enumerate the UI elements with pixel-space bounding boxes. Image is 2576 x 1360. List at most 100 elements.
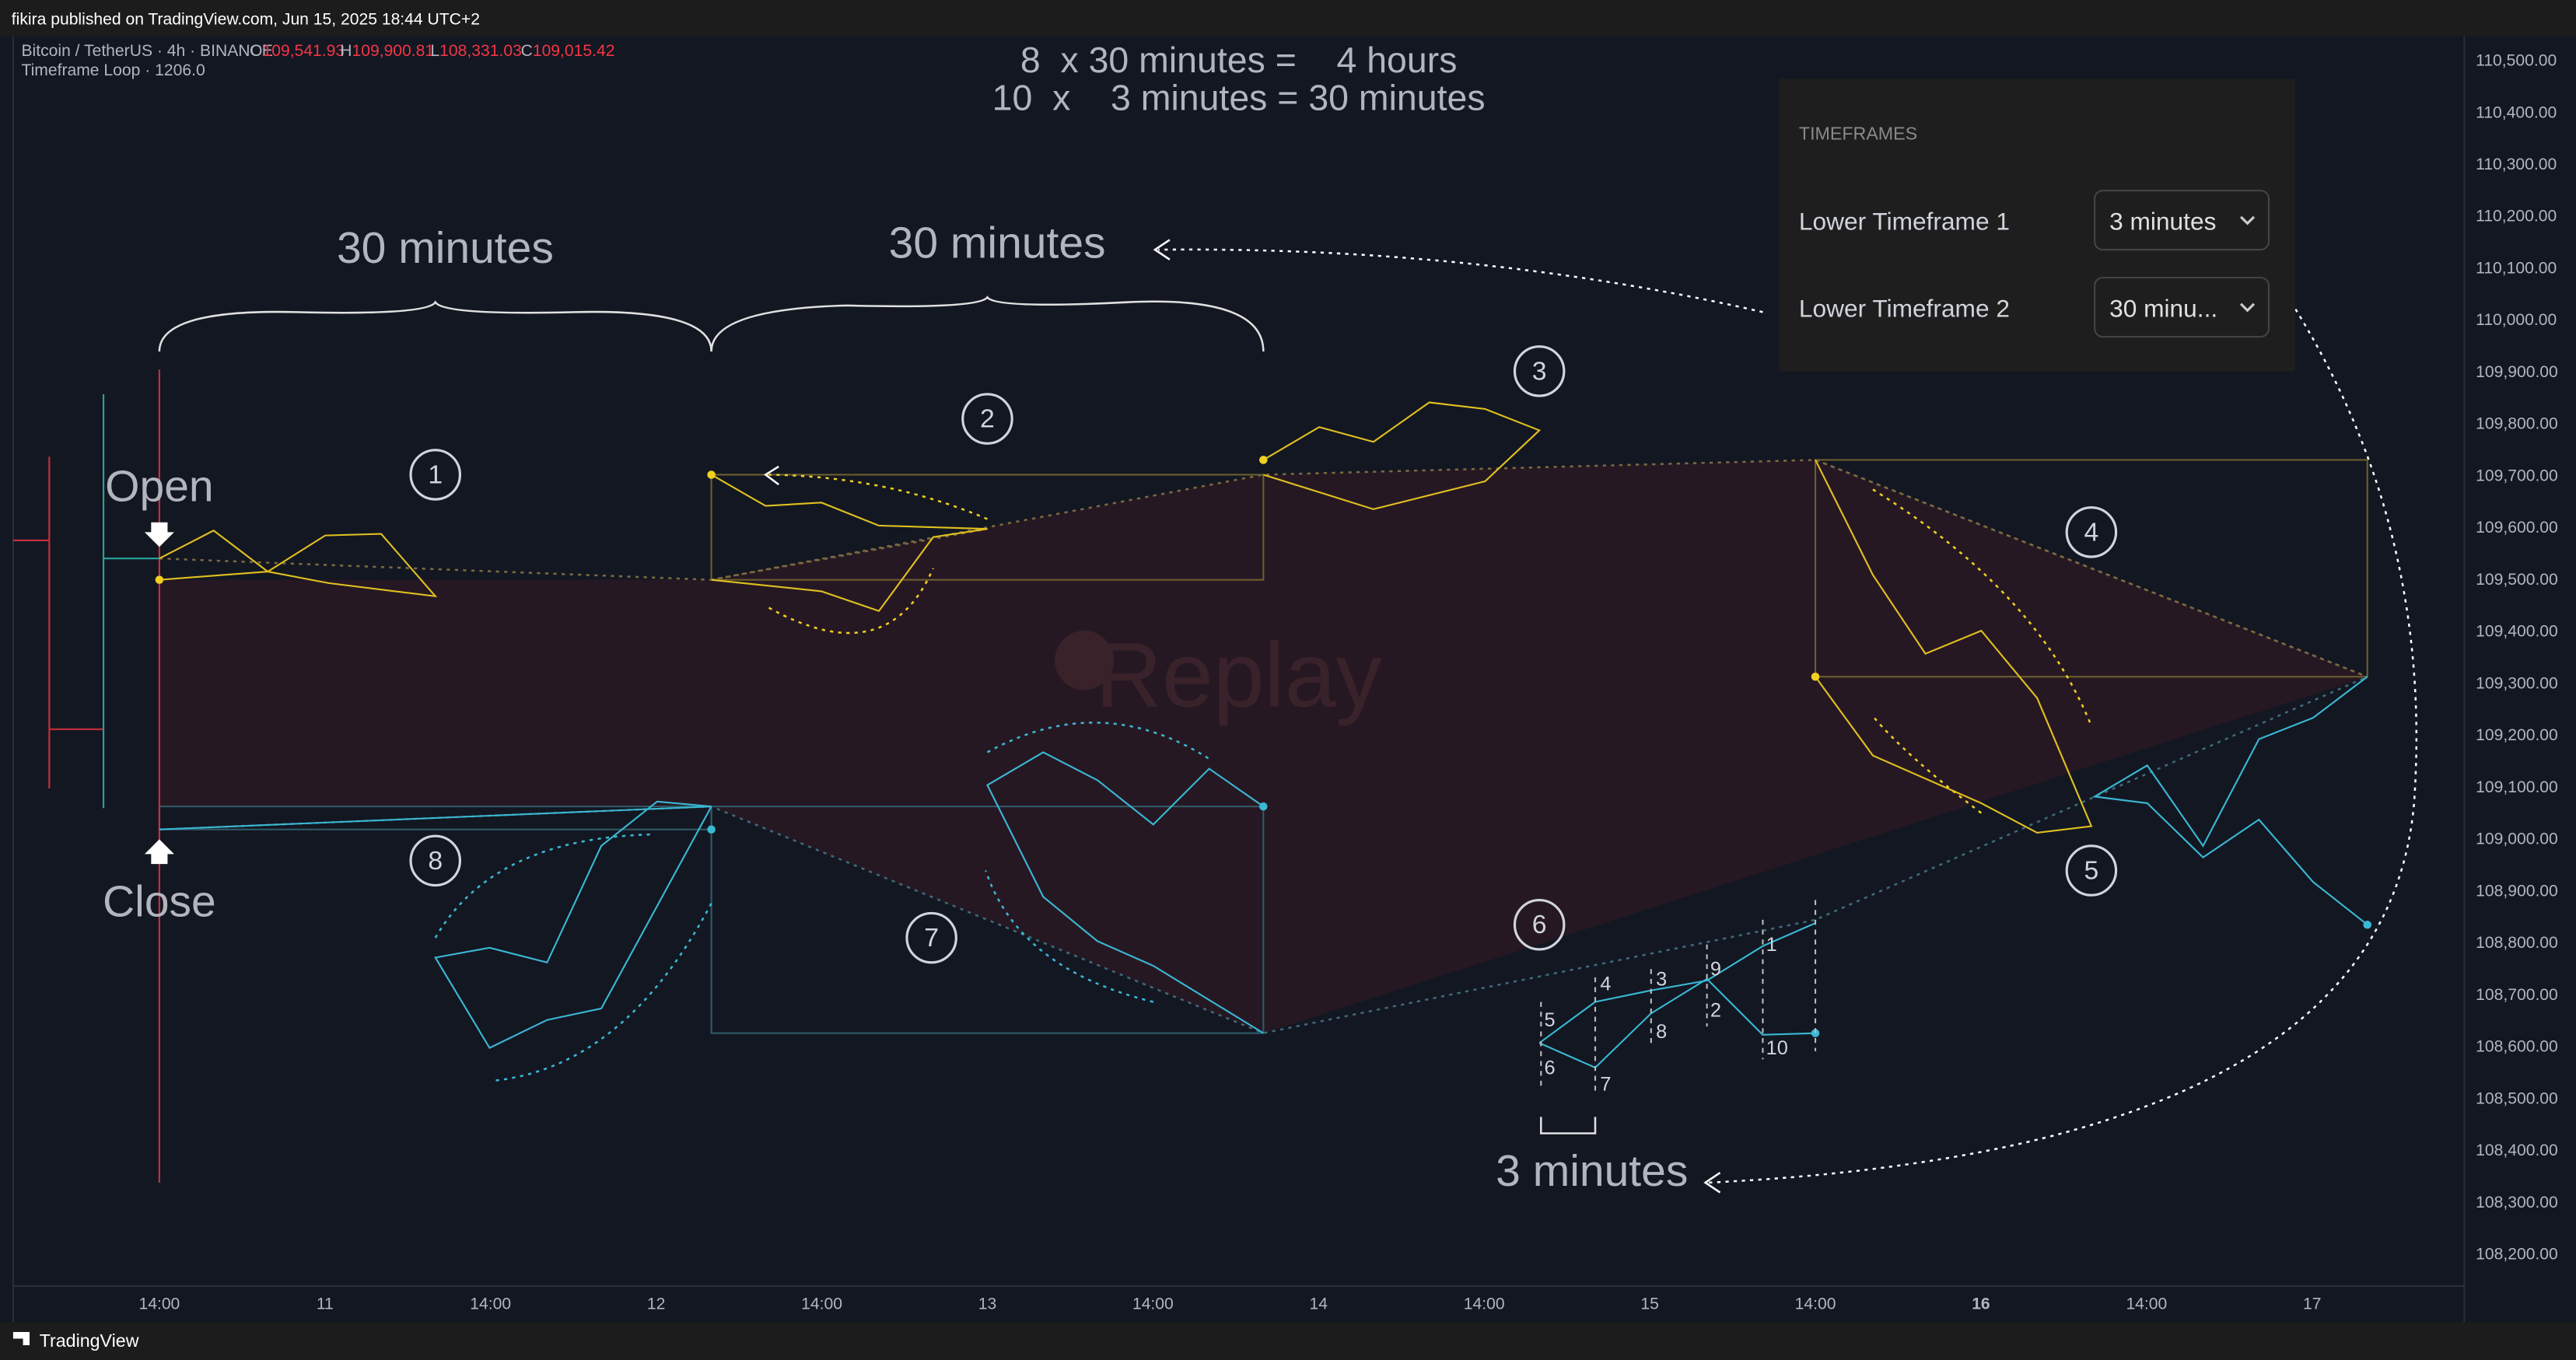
dropdown-value[interactable]: 30 minu...	[2109, 295, 2217, 323]
dropdown[interactable]	[2094, 189, 2270, 251]
price-label: 108,500.00	[2476, 1089, 2558, 1107]
panel-title: TIMEFRAMES	[1799, 124, 1917, 144]
path	[159, 530, 438, 598]
time-label: 13	[978, 1295, 996, 1313]
path	[1262, 401, 1542, 510]
dotted-inner	[711, 527, 988, 581]
dropdown-value[interactable]: 3 minutes	[2109, 208, 2216, 236]
small-number: 2	[1710, 1000, 1721, 1022]
small-number: 9	[1710, 959, 1721, 981]
small-number: 6	[1545, 1057, 1556, 1079]
dot	[707, 825, 716, 834]
path	[2091, 676, 2368, 926]
top-bar	[0, 0, 2576, 37]
path	[159, 800, 712, 1050]
dropdown-chevron[interactable]	[2239, 302, 2256, 313]
ohlc-label: H	[340, 42, 352, 60]
close-arrow	[144, 839, 174, 865]
circle-number: 5	[2084, 856, 2098, 886]
price-label: 108,800.00	[2476, 934, 2558, 952]
time-label: 14:00	[138, 1295, 180, 1313]
time-label: 17	[2303, 1295, 2321, 1313]
price-label: 109,600.00	[2476, 519, 2558, 537]
dotted-inner	[1815, 459, 2368, 678]
small-number: 5	[1545, 1009, 1556, 1031]
ohlc-value: 108,331.03	[439, 42, 522, 60]
circle-number: 4	[2084, 517, 2098, 547]
numbered-circles: 1 2 3 4 5 6 7 8	[409, 345, 2118, 964]
ohlc-value: 109,900.81	[352, 42, 434, 60]
path	[711, 474, 988, 613]
ohlc-label: O	[250, 42, 262, 60]
ohlc-item: O109,541.93	[250, 42, 345, 60]
number-circle	[905, 911, 957, 964]
arrow	[1872, 488, 2093, 727]
price-label: 109,900.00	[2476, 363, 2558, 381]
row-label: Lower Timeframe 2	[1799, 295, 2010, 323]
number-circle	[1513, 345, 1566, 397]
dot	[1259, 802, 1268, 811]
legend-symbol: Bitcoin / TetherUS · 4h · BINANCE	[21, 42, 272, 60]
brace	[158, 300, 712, 352]
number-circle	[961, 393, 1013, 445]
yellow-box	[710, 474, 1265, 581]
number-circle	[1513, 898, 1566, 951]
dropdown[interactable]	[2094, 276, 2270, 338]
braces	[158, 295, 1597, 1134]
arrows	[434, 248, 2418, 1184]
formula-line: 8 x 30 minutes = 4 hours	[1020, 40, 1458, 80]
time-label: 14:00	[470, 1295, 511, 1313]
panel-rows: Lower Timeframe 1 3 minutes Lower Timefram…	[1799, 189, 2270, 338]
price-label: 110,200.00	[2476, 208, 2557, 226]
time-label: 14:00	[1464, 1295, 1505, 1313]
teal-box	[710, 806, 1265, 1034]
lower-label: 3 minutes	[1496, 1146, 1688, 1196]
legend-indicator: Timeframe Loop · 1206.0	[21, 61, 205, 79]
circle-number: 7	[924, 923, 939, 953]
circle-number: 1	[428, 460, 443, 490]
number-circle	[409, 834, 462, 887]
dropdown-chevron[interactable]	[2239, 215, 2256, 226]
arrowhead	[764, 465, 779, 486]
circle-number: 8	[428, 846, 443, 876]
price-label: 109,100.00	[2476, 778, 2558, 796]
path	[1538, 922, 1816, 1044]
bracket	[1540, 1117, 1597, 1134]
price-label: 108,600.00	[2476, 1038, 2558, 1056]
header-text: fikira published on TradingView.com, Jun…	[12, 11, 480, 29]
arrow	[1158, 248, 1763, 313]
arrowhead	[1703, 1172, 1721, 1194]
price-label: 108,200.00	[2476, 1246, 2558, 1264]
logo	[12, 1332, 30, 1345]
left-candles	[12, 393, 159, 809]
time-label: 14:00	[1795, 1295, 1836, 1313]
time-label: 14:00	[2126, 1295, 2167, 1313]
small-number: 1	[1766, 934, 1777, 956]
price-label: 109,700.00	[2476, 467, 2558, 484]
price-label: 109,400.00	[2476, 623, 2558, 641]
path	[1538, 977, 1816, 1069]
price-label: 109,200.00	[2476, 726, 2558, 744]
time-label: 14	[1310, 1295, 1328, 1313]
ohlc-label: L	[430, 42, 439, 60]
lower-ticks	[1540, 900, 1817, 1093]
small-number: 8	[1656, 1021, 1667, 1043]
price-label: 108,700.00	[2476, 986, 2558, 1004]
arrow	[1871, 715, 1983, 814]
legend-ohlc: O109,541.93H109,900.81L108,331.03C109,01…	[250, 42, 614, 60]
circle-number: 6	[1532, 910, 1547, 939]
path	[1815, 459, 2093, 834]
price-label: 110,000.00	[2476, 311, 2557, 329]
time-label: 15	[1640, 1295, 1658, 1313]
price-axis: 110,500.00 110,400.00 110,300.00 110,200.00…	[2476, 52, 2558, 1264]
ohlc-value: 109,015.42	[533, 42, 615, 60]
price-label: 108,400.00	[2476, 1141, 2558, 1159]
ohlc-label: C	[521, 42, 533, 60]
price-label: 109,800.00	[2476, 415, 2558, 433]
footer-bar	[0, 1322, 2576, 1360]
endpoints	[155, 456, 2372, 1037]
open-label: Open	[105, 461, 213, 511]
arrow	[768, 474, 988, 520]
price-label: 109,000.00	[2476, 830, 2558, 848]
